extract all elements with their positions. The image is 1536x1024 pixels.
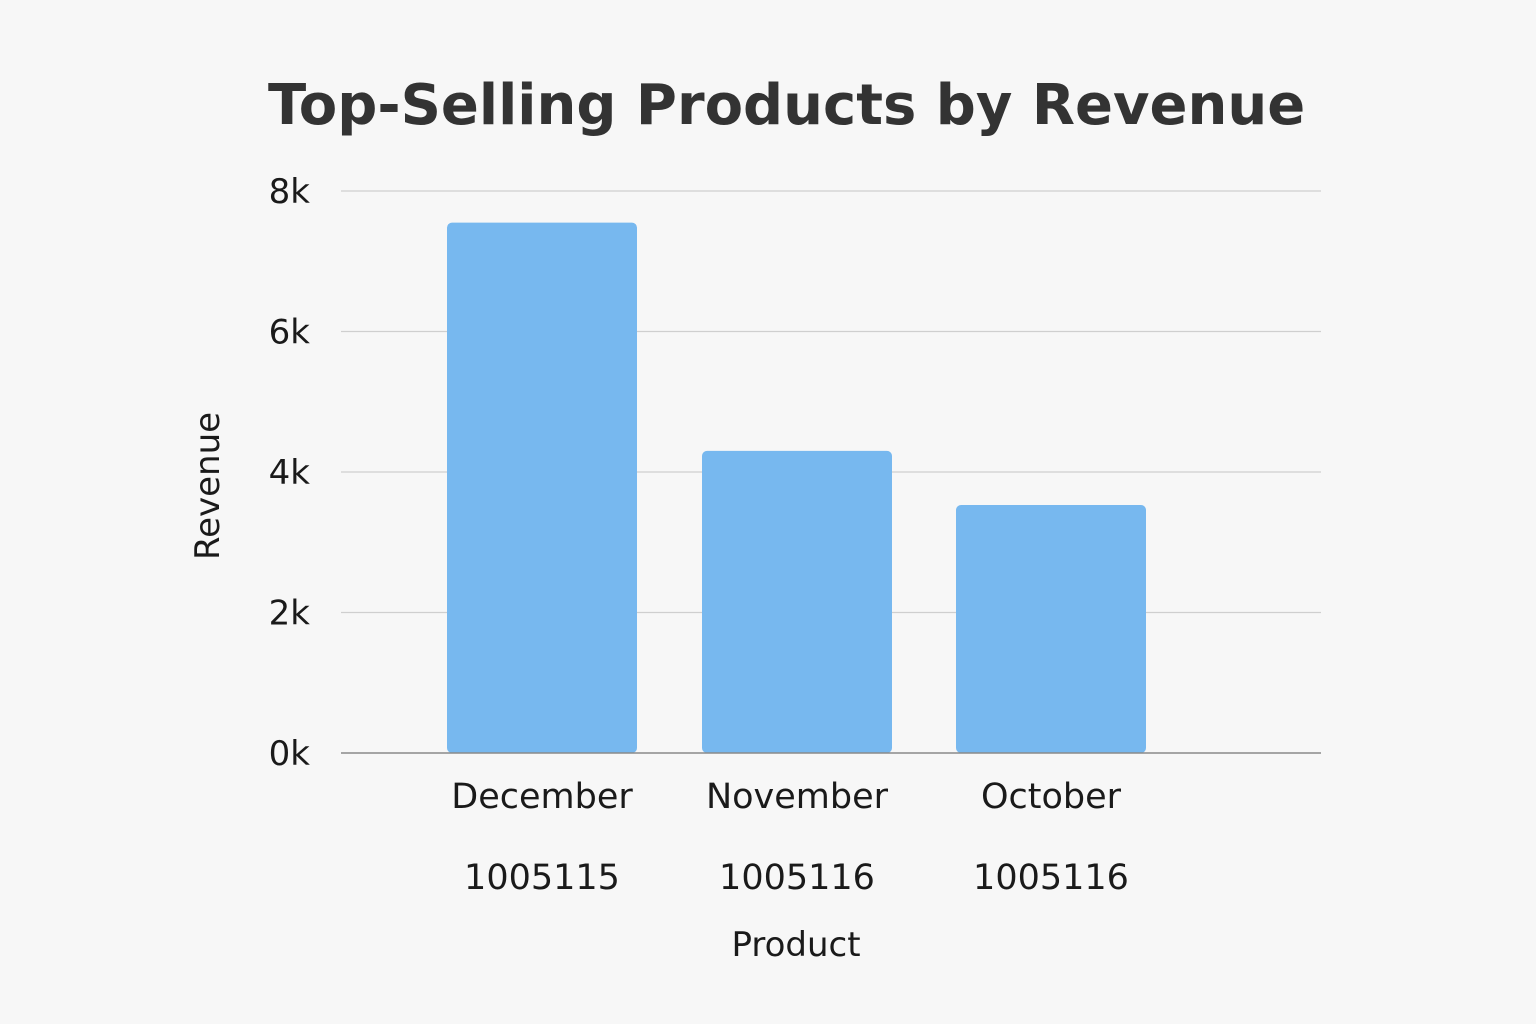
y-tick-label: 4k <box>269 453 311 493</box>
x-category-label: November <box>706 777 889 817</box>
bars <box>447 222 1146 754</box>
y-tick-label: 2k <box>269 594 311 634</box>
bar-december <box>447 222 637 754</box>
x-axis-category-labels: December 1005115 November 1005116 October 100… <box>451 777 1129 898</box>
bar-november <box>702 450 892 753</box>
x-category-label: December <box>451 777 633 817</box>
y-axis-title: Revenue <box>188 412 228 560</box>
y-tick-label: 6k <box>269 313 311 353</box>
y-tick-label: 8k <box>269 172 311 212</box>
x-category-label: October <box>981 777 1122 817</box>
chart-title: Top-Selling Products by Revenue <box>268 73 1305 138</box>
y-tick-label: 0k <box>269 734 311 774</box>
x-product-id-label: 1005116 <box>719 858 875 898</box>
x-axis-title: Product <box>731 925 860 965</box>
x-product-id-label: 1005116 <box>973 858 1129 898</box>
y-axis-ticks: 0k 2k 4k 6k 8k <box>269 172 311 774</box>
bar-october <box>956 505 1146 753</box>
x-product-id-label: 1005115 <box>464 858 620 898</box>
